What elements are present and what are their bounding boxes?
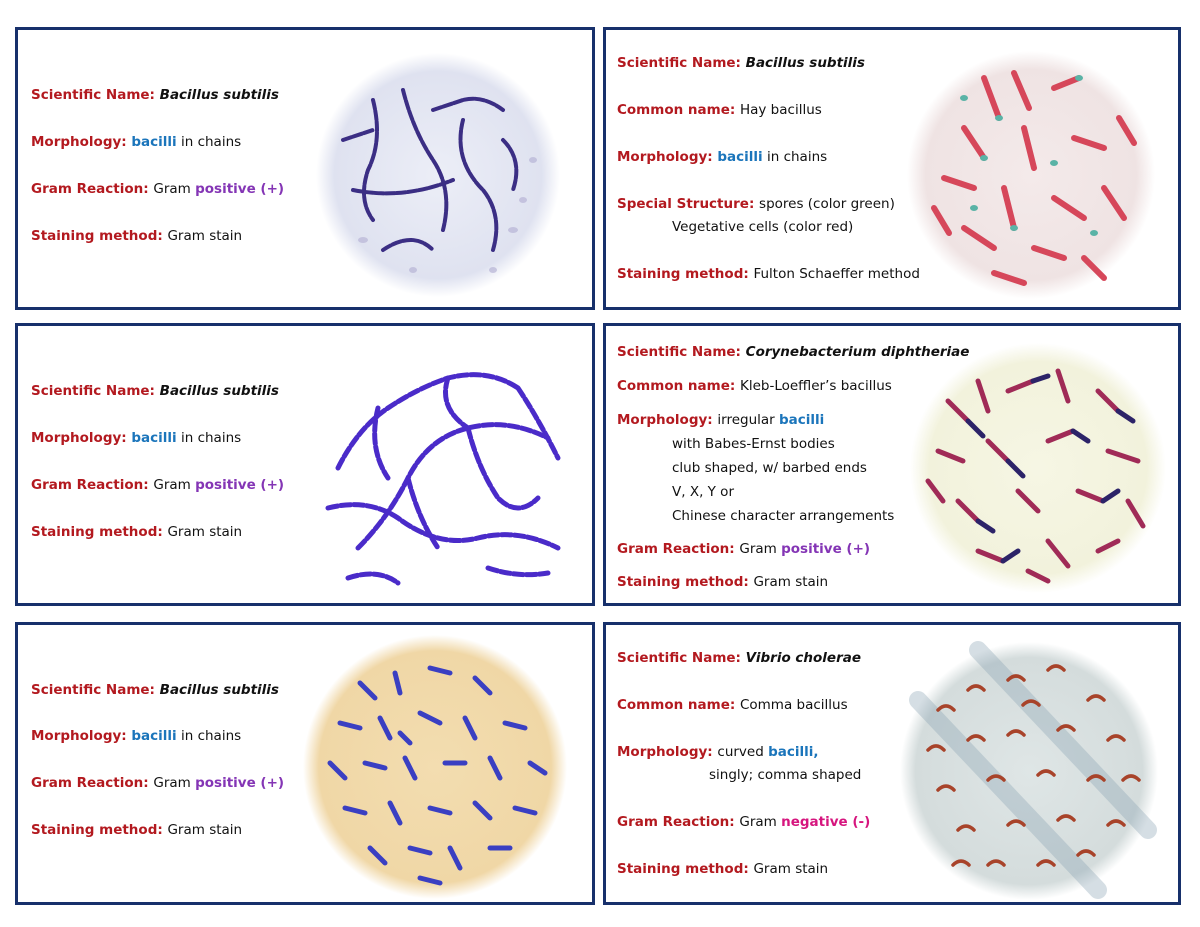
micrograph-vibrio xyxy=(898,640,1160,902)
gram-reaction-line: Gram Reaction: Gram positive (+) xyxy=(31,775,285,791)
micrograph-bacillus-chains-light xyxy=(313,50,563,300)
scientific-name-line: Scientific Name: Corynebacterium diphthe… xyxy=(617,344,970,360)
micrograph-bacillus-yellow xyxy=(300,633,570,901)
micrograph-bacillus-network xyxy=(318,348,578,588)
staining-method-line: Staining method: Gram stain xyxy=(617,574,829,590)
morphology-line-2: with Babes-Ernst bodies xyxy=(672,436,835,452)
morphology-line: Morphology: bacilli in chains xyxy=(31,430,242,446)
morphology-line: Morphology: bacilli in chains xyxy=(31,134,242,150)
common-name-line: Common name: Kleb-Loeffler’s bacillus xyxy=(617,378,892,394)
common-name-line: Common name: Comma bacillus xyxy=(617,697,848,713)
card-bacillus-spore: Scientific Name: Bacillus subtilis Commo… xyxy=(603,27,1181,310)
special-structure-line-2: Vegetative cells (color red) xyxy=(672,219,854,235)
gram-reaction-line: Gram Reaction: Gram positive (+) xyxy=(617,541,871,557)
card-bacillus-gram-2: Scientific Name: Bacillus subtilis Morph… xyxy=(15,323,595,606)
staining-method-line: Staining method: Fulton Schaeffer method xyxy=(617,266,920,282)
scientific-name-line: Scientific Name: Bacillus subtilis xyxy=(31,87,279,103)
morphology-line-3: club shaped, w/ barbed ends xyxy=(672,460,867,476)
morphology-line: Morphology: curved bacilli, xyxy=(617,744,819,760)
gram-reaction-line: Gram Reaction: Gram negative (-) xyxy=(617,814,871,830)
card-corynebacterium: Scientific Name: Corynebacterium diphthe… xyxy=(603,323,1181,606)
micrograph-endospore-stain xyxy=(904,48,1159,303)
gram-reaction-line: Gram Reaction: Gram positive (+) xyxy=(31,477,285,493)
staining-method-line: Staining method: Gram stain xyxy=(31,228,243,244)
morphology-line-2: singly; comma shaped xyxy=(709,767,862,783)
scientific-name-line: Scientific Name: Bacillus subtilis xyxy=(31,682,279,698)
staining-method-line: Staining method: Gram stain xyxy=(31,524,243,540)
morphology-line: Morphology: bacilli in chains xyxy=(617,149,828,165)
scientific-name-line: Scientific Name: Vibrio cholerae xyxy=(617,650,862,666)
gram-reaction-line: Gram Reaction: Gram positive (+) xyxy=(31,181,285,197)
morphology-line: Morphology: bacilli in chains xyxy=(31,728,242,744)
card-bacillus-gram-3: Scientific Name: Bacillus subtilis Morph… xyxy=(15,622,595,905)
morphology-line: Morphology: irregular bacilli xyxy=(617,412,825,428)
staining-method-line: Staining method: Gram stain xyxy=(617,861,829,877)
special-structure-line: Special Structure: spores (color green) xyxy=(617,196,895,212)
card-bacillus-gram-1: Scientific Name: Bacillus subtilis Morph… xyxy=(15,27,595,310)
common-name-line: Common name: Hay bacillus xyxy=(617,102,822,118)
morphology-line-5: Chinese character arrangements xyxy=(672,508,895,524)
staining-method-line: Staining method: Gram stain xyxy=(31,822,243,838)
morphology-line-4: V, X, Y or xyxy=(672,484,734,500)
scientific-name-line: Scientific Name: Bacillus subtilis xyxy=(617,55,865,71)
scientific-name-line: Scientific Name: Bacillus subtilis xyxy=(31,383,279,399)
card-vibrio: Scientific Name: Vibrio cholerae Common … xyxy=(603,622,1181,905)
micrograph-corynebacterium xyxy=(908,341,1168,596)
